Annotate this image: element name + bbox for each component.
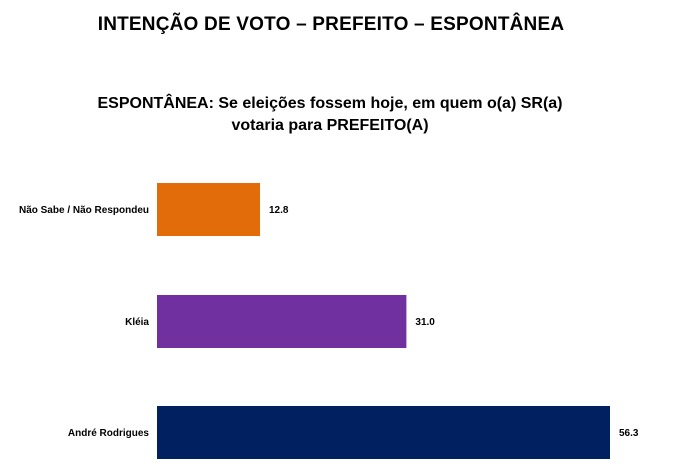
category-label-nao-sabe-nao-respondeu: Não Sabe / Não Respondeu <box>19 205 149 216</box>
bar-nao-sabe-nao-respondeu <box>157 183 260 236</box>
category-label-kleia: Kléia <box>125 317 149 328</box>
chart-title-line-1: ESPONTÂNEA: Se eleições fossem hoje, em … <box>97 95 563 112</box>
value-label-nao-sabe-nao-respondeu: 12.8 <box>269 205 289 216</box>
chart-title-line-2: votaria para PREFEITO(A) <box>231 117 429 134</box>
bar-kleia <box>157 295 407 348</box>
value-label-andre-rodrigues: 56.3 <box>619 428 639 439</box>
bar-andre-rodrigues <box>157 406 610 459</box>
value-label-kleia: 31.0 <box>415 317 435 328</box>
category-label-andre-rodrigues: André Rodrigues <box>68 428 150 439</box>
page-title: INTENÇÃO DE VOTO – PREFEITO – ESPONTÂNEA <box>97 14 565 35</box>
chart-title: ESPONTÂNEA: Se eleições fossem hoje, em … <box>60 93 600 137</box>
